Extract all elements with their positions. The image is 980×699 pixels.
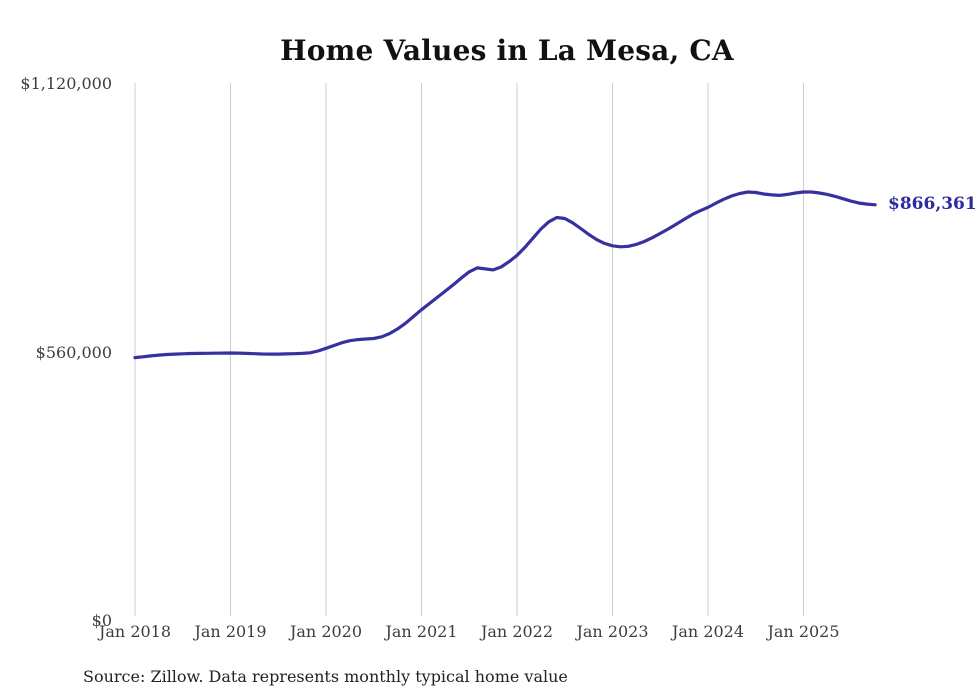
x-axis-tick-jan-2025: Jan 2025 [767,622,840,641]
x-axis-tick-jan-2024: Jan 2024 [671,622,745,641]
y-axis-tick-560000: $560,000 [35,343,112,362]
x-axis-tick-jan-2019: Jan 2019 [194,622,267,641]
chart-title: Home Values in La Mesa, CA [280,34,734,67]
x-axis-tick-jan-2023: Jan 2023 [576,622,649,641]
x-axis-tick-jan-2020: Jan 2020 [289,622,363,641]
y-axis-tick-0: $0 [91,611,112,630]
x-axis-tick-jan-2022: Jan 2022 [480,622,554,641]
latest-value-label: $866,361 [888,194,977,214]
x-axis-tick-jan-2018: Jan 2018 [98,622,172,641]
source-note: Source: Zillow. Data represents monthly … [83,667,568,686]
y-axis-tick-1120000: $1,120,000 [20,74,112,93]
x-axis-tick-jan-2021: Jan 2021 [385,622,458,641]
